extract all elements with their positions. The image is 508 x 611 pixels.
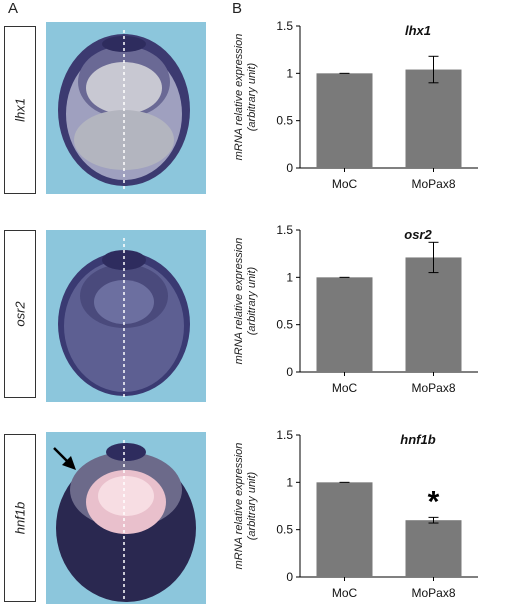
bar-chart-hnf1b: hnf1b mRNA relative expression (arbitrary …	[233, 428, 478, 600]
bar-MoPax8	[405, 520, 462, 577]
y-tick-label: 0	[286, 570, 293, 584]
y-tick-label: 0.5	[276, 114, 293, 128]
y-axis-label: mRNA relative expression	[233, 443, 245, 570]
x-tick-label: MoPax8	[411, 381, 455, 395]
gene-label-box-osr2: osr2	[4, 230, 36, 398]
x-tick-label: MoPax8	[411, 177, 455, 191]
panel-b-label: B	[232, 0, 243, 17]
embryo-image-lhx1	[46, 22, 206, 194]
x-tick-label: MoPax8	[411, 586, 455, 600]
y-tick-label: 1	[286, 475, 293, 489]
x-tick-label: MoC	[332, 177, 358, 191]
y-tick-label: 1.5	[276, 428, 293, 442]
y-axis-label-unit: (arbitrary unit)	[246, 471, 258, 540]
bar-chart-osr2: osr2 mRNA relative expression (arbitrary u…	[233, 223, 478, 395]
y-tick-label: 1.5	[276, 19, 293, 33]
y-axis-label-unit: (arbitrary unit)	[246, 266, 258, 335]
y-axis-label: mRNA relative expression	[233, 238, 245, 365]
bar-MoC	[316, 277, 373, 372]
gene-label-box-hnf1b: hnf1b	[4, 434, 36, 602]
gene-label-osr2: osr2	[12, 301, 28, 327]
gene-label-lhx1: lhx1	[12, 98, 28, 122]
x-tick-label: MoC	[332, 381, 358, 395]
y-axis-label-unit: (arbitrary unit)	[246, 62, 258, 131]
significance-marker: *	[428, 485, 440, 518]
y-tick-label: 0	[286, 161, 293, 175]
y-tick-label: 0.5	[276, 318, 293, 332]
y-tick-label: 1	[286, 270, 293, 284]
bar-chart-lhx1: lhx1 mRNA relative expression (arbitrary u…	[233, 19, 478, 191]
x-tick-label: MoC	[332, 586, 358, 600]
chart-title: osr2	[404, 227, 432, 242]
bar-MoPax8	[405, 257, 462, 372]
chart-title: hnf1b	[400, 432, 435, 447]
bar-MoPax8	[405, 69, 462, 168]
gene-label-box-lhx1: lhx1	[4, 26, 36, 194]
y-axis-label: mRNA relative expression	[233, 34, 245, 161]
bar-MoC	[316, 482, 373, 577]
chart-title: lhx1	[405, 23, 431, 38]
y-tick-label: 0	[286, 365, 293, 379]
arrow-icon	[53, 447, 76, 470]
y-tick-label: 1	[286, 66, 293, 80]
y-tick-label: 1.5	[276, 223, 293, 237]
y-tick-label: 0.5	[276, 523, 293, 537]
panel-a-label: A	[8, 0, 19, 17]
gene-label-hnf1b: hnf1b	[12, 501, 28, 535]
bar-MoC	[316, 73, 373, 168]
embryo-image-osr2	[46, 230, 206, 402]
embryo-image-hnf1b	[46, 432, 206, 604]
